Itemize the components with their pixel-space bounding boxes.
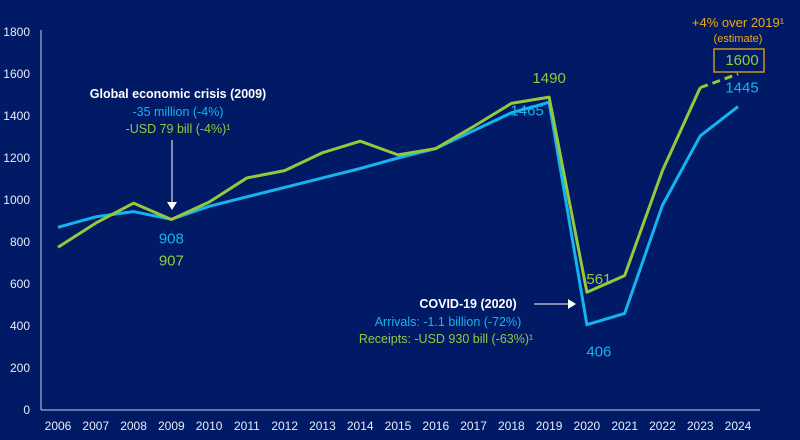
crisis-title: Global economic crisis (2009) [90, 87, 266, 101]
x-tick-label: 2016 [422, 419, 449, 433]
x-tick-label: 2010 [196, 419, 223, 433]
arrivals-data-label: 1445 [725, 80, 758, 97]
receipts-data-label: 1490 [532, 70, 565, 87]
y-tick-label: 0 [23, 403, 30, 417]
covid-arrowhead [568, 299, 576, 309]
x-tick-label: 2022 [649, 419, 676, 433]
covid-arrivals: Arrivals: -1.1 billion (-72%) [375, 315, 522, 329]
receipts-data-label: 561 [586, 271, 611, 288]
x-tick-label: 2014 [347, 419, 374, 433]
y-tick-label: 1400 [3, 109, 30, 123]
y-tick-label: 600 [10, 277, 30, 291]
x-tick-label: 2013 [309, 419, 336, 433]
y-tick-label: 1600 [3, 67, 30, 81]
covid-title: COVID-19 (2020) [419, 297, 516, 311]
x-tick-label: 2020 [574, 419, 601, 433]
receipts-data-label: 907 [159, 253, 184, 270]
arrivals-data-label: 406 [586, 344, 611, 361]
crisis-receipts: -USD 79 bill (-4%)¹ [126, 122, 231, 136]
estimate-sub: (estimate) [714, 33, 763, 45]
x-tick-label: 2023 [687, 419, 714, 433]
y-tick-label: 1200 [3, 151, 30, 165]
x-tick-label: 2009 [158, 419, 185, 433]
x-tick-label: 2019 [536, 419, 563, 433]
x-tick-label: 2012 [271, 419, 298, 433]
covid-receipts: Receipts: -USD 930 bill (-63%)¹ [359, 332, 533, 346]
x-tick-label: 2011 [234, 419, 260, 433]
arrivals-data-label: 908 [159, 230, 184, 247]
x-tick-label: 2008 [120, 419, 147, 433]
y-tick-label: 800 [10, 235, 30, 249]
crisis-arrivals: -35 million (-4%) [133, 105, 224, 119]
receipts-data-label: 1600 [725, 52, 758, 69]
y-tick-label: 1000 [3, 193, 30, 207]
crisis-arrowhead [167, 202, 177, 210]
x-tick-label: 2017 [460, 419, 487, 433]
receipts-estimate-line [699, 72, 739, 90]
x-tick-label: 2024 [725, 419, 752, 433]
x-tick-label: 2015 [385, 419, 412, 433]
y-tick-label: 1800 [3, 25, 30, 39]
y-tick-label: 200 [10, 361, 30, 375]
x-tick-label: 2018 [498, 419, 525, 433]
x-tick-label: 2007 [82, 419, 109, 433]
receipts-line [57, 87, 702, 294]
y-tick-label: 400 [10, 319, 30, 333]
x-tick-label: 2021 [611, 419, 638, 433]
estimate-note: +4% over 2019¹ [692, 15, 785, 30]
x-tick-label: 2006 [45, 419, 72, 433]
estimate-box [713, 48, 765, 73]
arrivals-data-label: 1465 [510, 102, 543, 119]
